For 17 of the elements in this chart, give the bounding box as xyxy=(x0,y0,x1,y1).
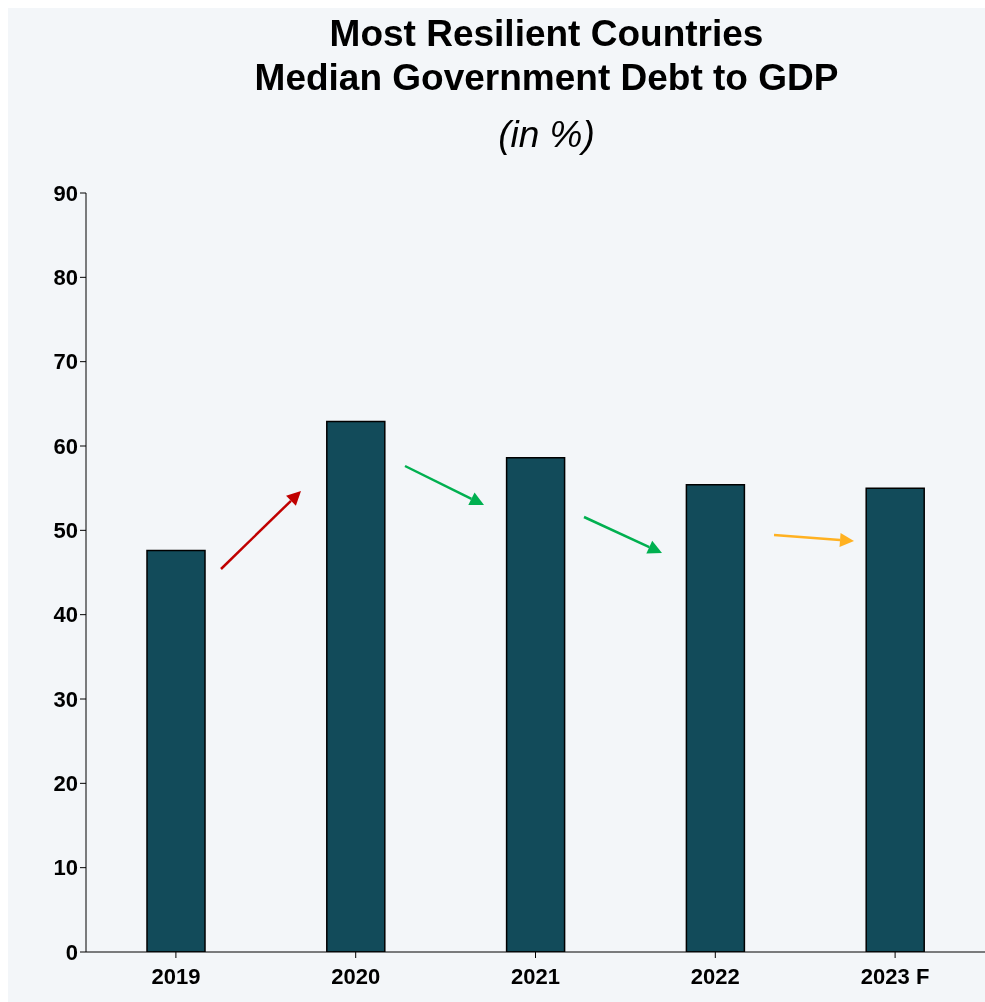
y-tick-label: 0 xyxy=(65,939,78,965)
x-tick-label: 2021 xyxy=(511,963,560,989)
x-tick-label: 2020 xyxy=(331,963,381,989)
y-tick-label: 70 xyxy=(53,349,78,375)
chart-title: Most Resilient Countries Median Government Debt to GDP xyxy=(253,12,840,100)
y-tick-label: 30 xyxy=(53,686,78,712)
y-tick-label: 80 xyxy=(53,265,78,291)
y-tick-label: 10 xyxy=(53,855,78,881)
y-tick-label: 90 xyxy=(53,180,78,206)
y-tick-label: 50 xyxy=(53,518,78,544)
x-tick-label: 2022 xyxy=(690,963,740,989)
x-tick-label: 2023 F xyxy=(860,963,930,989)
y-tick-label: 40 xyxy=(53,602,78,628)
chart-subtitle: (in %) xyxy=(497,114,596,156)
y-tick-label: 60 xyxy=(53,433,78,459)
x-tick-label: 2019 xyxy=(151,963,201,989)
y-tick-label: 20 xyxy=(53,771,78,797)
